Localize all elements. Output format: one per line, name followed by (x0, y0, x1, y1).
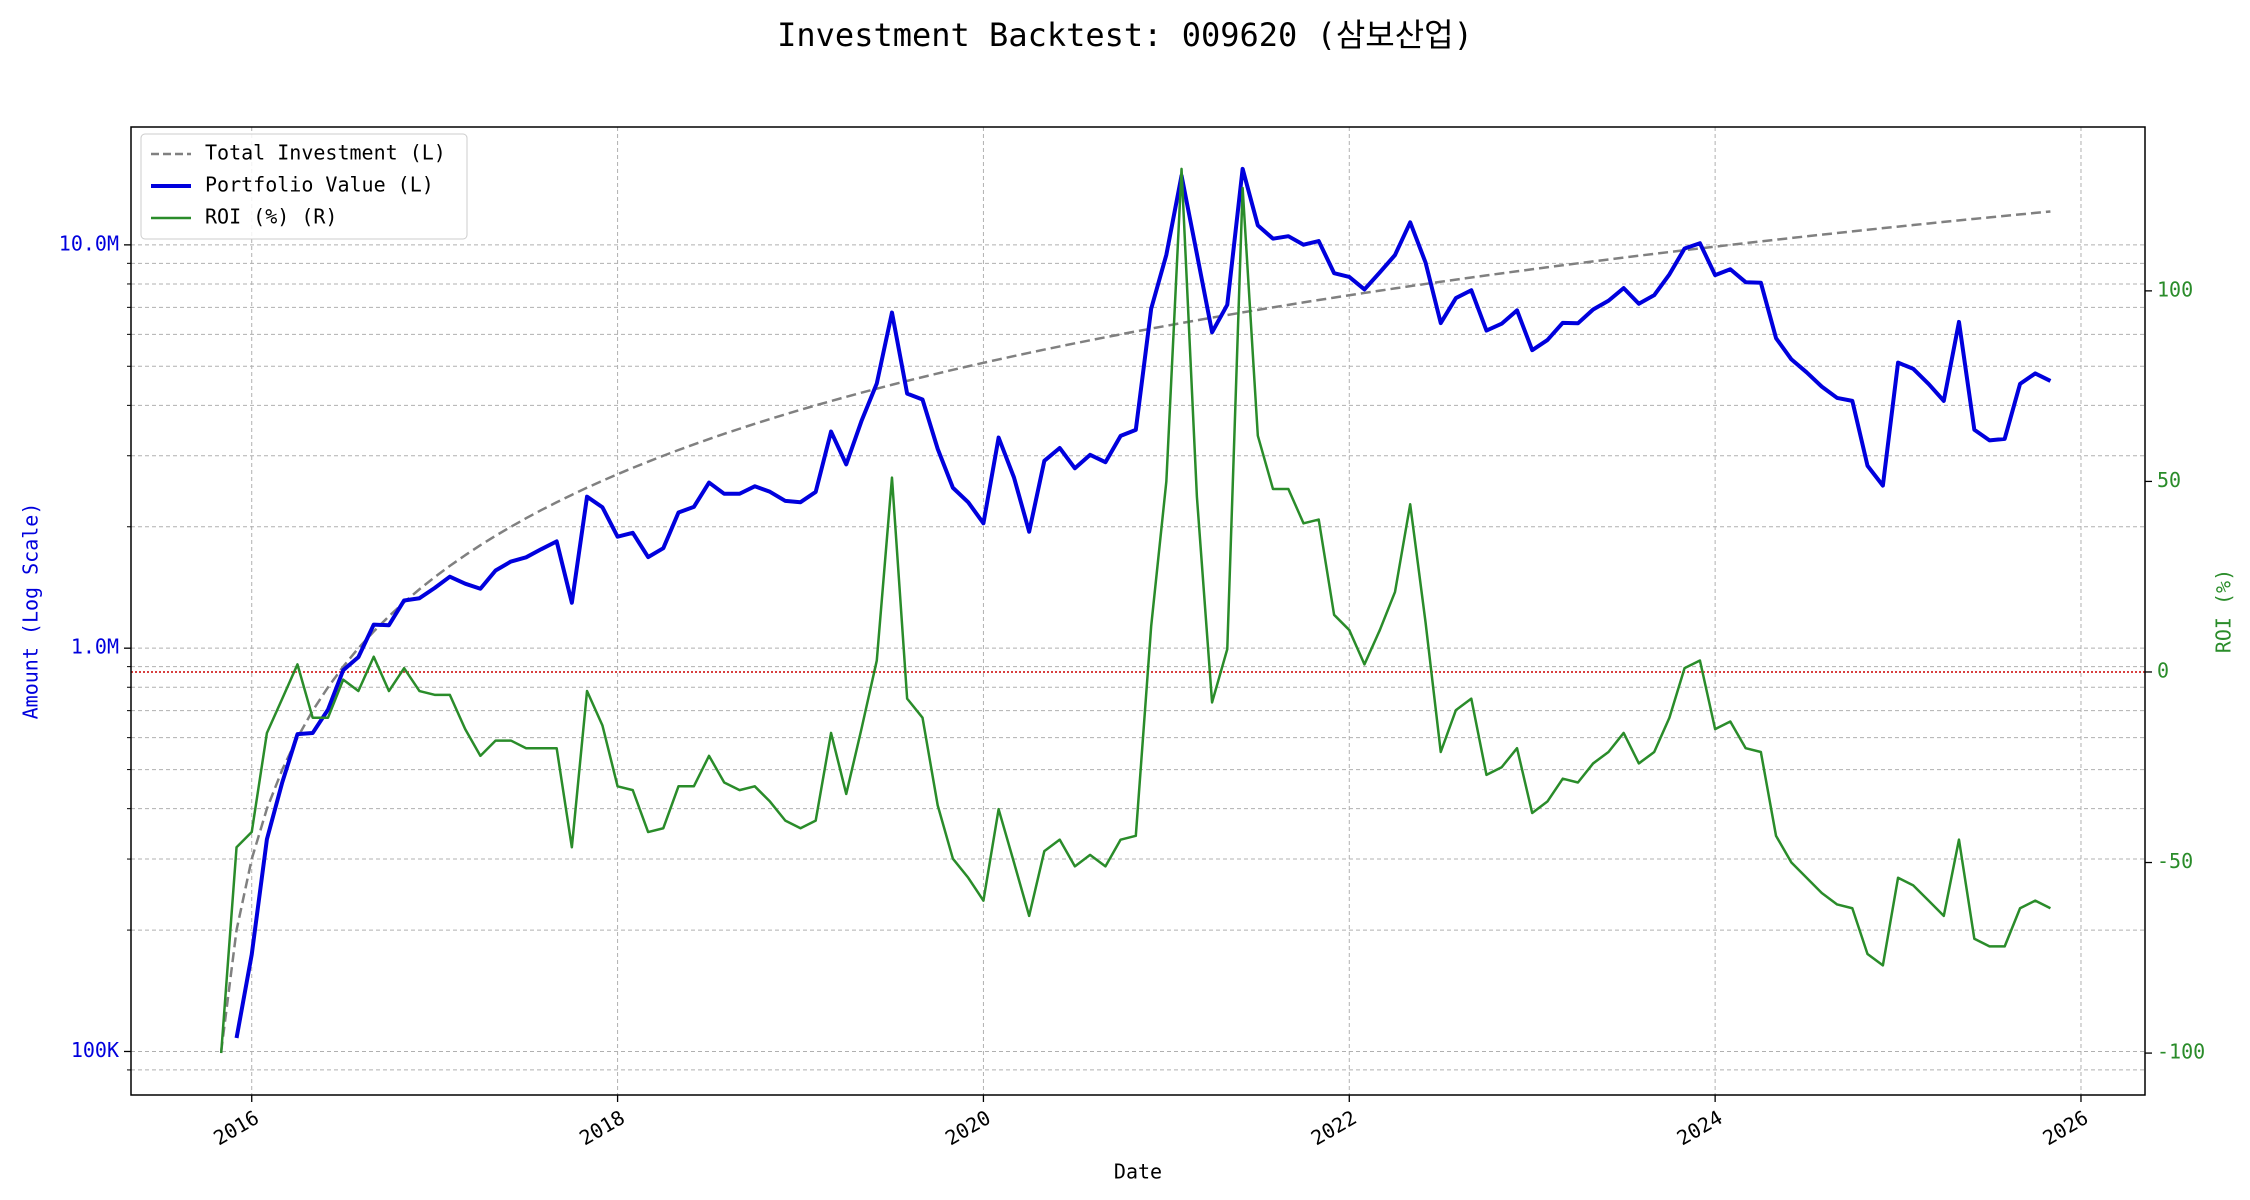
x-tick-label: 2020 (941, 1105, 995, 1150)
y2-tick-label: -100 (2157, 1040, 2205, 1064)
plot-area (219, 166, 2052, 1054)
legend-label: Total Investment (L) (205, 141, 446, 165)
chart-title: Investment Backtest: 009620 (삼보산업) (777, 16, 1473, 54)
x-tick-label: 2018 (575, 1105, 629, 1150)
y-tick-label: 1.0M (71, 635, 119, 659)
x-tick-label: 2022 (1307, 1105, 1361, 1150)
series-line (234, 166, 2052, 1039)
y2-tick-label: -50 (2157, 849, 2193, 873)
y-axis-label: Amount (Log Scale) (19, 503, 43, 720)
x-tick-label: 2016 (209, 1105, 263, 1150)
legend-label: ROI (%) (R) (205, 205, 337, 229)
y2-tick-label: 0 (2157, 658, 2169, 682)
y-tick-label: 100K (71, 1038, 119, 1062)
legend-label: Portfolio Value (L) (205, 173, 434, 197)
y2-tick-label: 50 (2157, 468, 2181, 492)
y-tick-label: 10.0M (59, 231, 119, 255)
x-tick-label: 2024 (1673, 1105, 1727, 1150)
plot-frame (130, 126, 2146, 1096)
x-axis-label: Date (1114, 1160, 1162, 1184)
y2-tick-label: 100 (2157, 277, 2193, 301)
y2-axis-label: ROI (%) (2212, 569, 2236, 653)
x-tick-label: 2026 (2039, 1105, 2093, 1150)
legend-box (140, 133, 468, 240)
series-line (219, 210, 2051, 1052)
series-line (219, 167, 2051, 1054)
